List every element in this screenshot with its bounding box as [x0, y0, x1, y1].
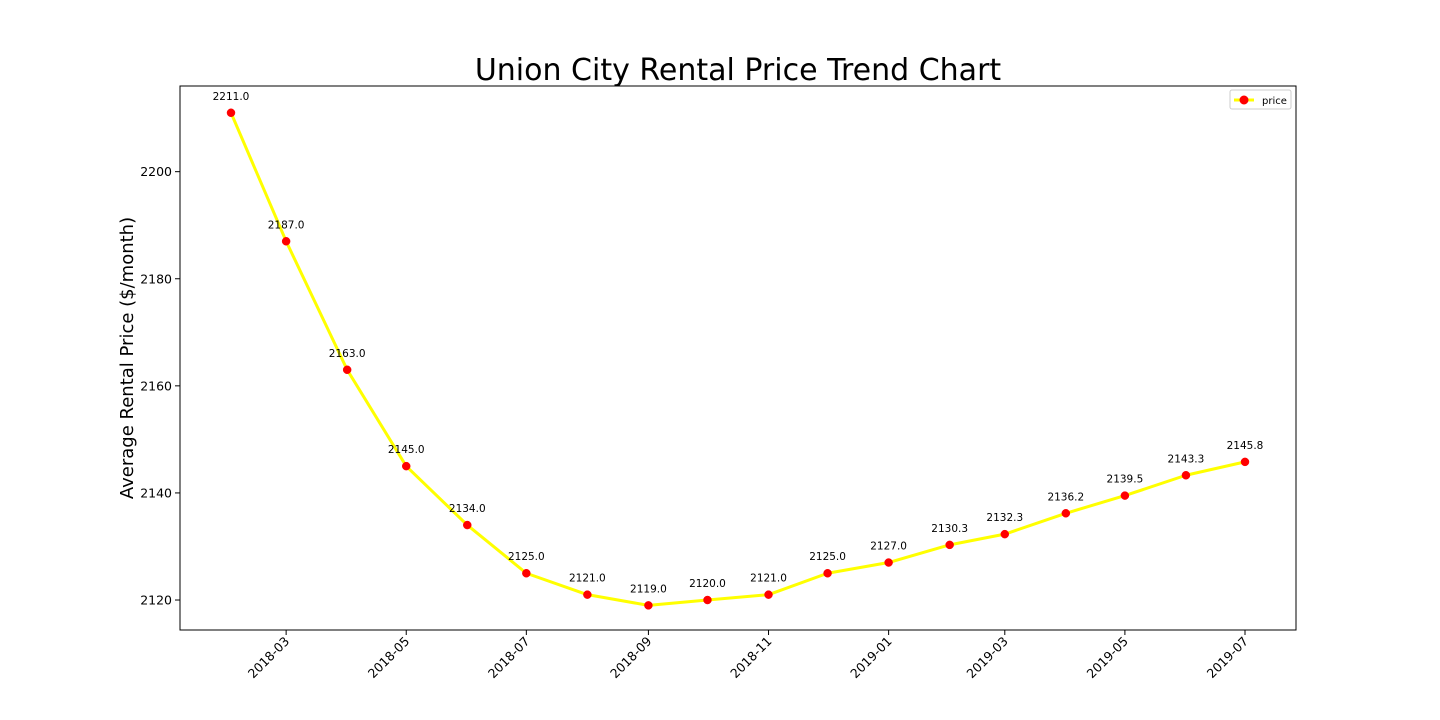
legend-marker-sample	[1239, 95, 1249, 105]
data-point	[463, 520, 472, 530]
data-point	[1120, 491, 1130, 500]
data-label: 2145.0	[388, 444, 425, 456]
data-label: 2121.0	[750, 573, 787, 585]
series-price: 2211.0 2187.0 2163.0 2145.0 2134.0 2125.0 2121…	[213, 91, 1264, 610]
plot-frame	[179, 85, 1297, 631]
data-label: 2139.5	[1107, 474, 1144, 486]
data-label: 2125.0	[508, 551, 545, 563]
data-point	[644, 601, 653, 610]
y-axis: 2120 2140 2160 2180 2200	[140, 164, 180, 608]
data-label: 2132.3	[986, 512, 1023, 524]
y-tick-label: 2140	[140, 485, 172, 500]
data-label: 2136.2	[1047, 491, 1084, 503]
data-label: 2130.3	[931, 523, 968, 535]
x-tick-label: 2018-03	[245, 634, 293, 682]
data-label: 2187.0	[268, 219, 305, 231]
y-tick-label: 2120	[140, 593, 172, 608]
data-point	[226, 108, 236, 118]
data-label: 2145.8	[1227, 440, 1264, 452]
data-label: 2120.0	[689, 578, 726, 590]
chart-title: Union City Rental Price Trend Chart	[475, 53, 1002, 88]
legend-label: price	[1262, 96, 1287, 107]
x-tick-label: 2019-01	[847, 634, 895, 682]
x-tick-label: 2018-07	[485, 634, 533, 682]
data-point	[522, 568, 531, 578]
data-point	[281, 237, 291, 246]
data-label: 2125.0	[809, 551, 846, 563]
data-point	[1000, 529, 1010, 539]
y-tick-label: 2160	[140, 378, 172, 393]
data-label: 2211.0	[213, 91, 250, 103]
data-label: 2143.3	[1168, 453, 1205, 465]
data-label: 2134.0	[449, 503, 486, 515]
y-tick-label: 2200	[140, 164, 172, 179]
data-label: 2163.0	[329, 348, 366, 360]
data-point	[1240, 457, 1250, 467]
data-point	[583, 590, 592, 599]
data-point	[342, 365, 352, 375]
data-point	[884, 558, 893, 567]
data-label: 2121.0	[569, 573, 606, 585]
y-axis-label: Average Rental Price ($/month)	[117, 217, 138, 499]
data-label: 2127.0	[870, 541, 907, 553]
data-point	[945, 540, 954, 550]
data-point	[764, 590, 773, 599]
x-tick-label: 2018-05	[365, 634, 413, 682]
x-tick-label: 2018-09	[607, 633, 655, 681]
series-line	[229, 112, 1246, 607]
data-point	[1061, 509, 1071, 518]
legend: price	[1229, 89, 1292, 110]
data-point	[1181, 471, 1191, 480]
data-point	[401, 461, 411, 471]
x-tick-label: 2019-03	[963, 634, 1011, 682]
y-tick-label: 2180	[140, 271, 172, 286]
x-tick-label: 2019-05	[1083, 634, 1131, 682]
x-axis: 2018-03 2018-05 2018-07 2018-09 2018-11 2019-…	[245, 630, 1251, 681]
data-label: 2119.0	[630, 583, 667, 595]
data-point	[703, 595, 712, 605]
data-point	[823, 568, 832, 578]
x-tick-label: 2019-07	[1204, 634, 1252, 682]
x-tick-label: 2018-11	[727, 634, 775, 682]
